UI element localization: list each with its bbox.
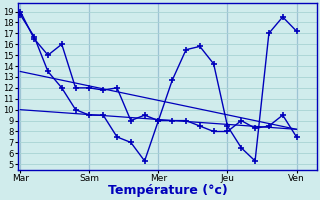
X-axis label: Température (°c): Température (°c) — [108, 184, 227, 197]
